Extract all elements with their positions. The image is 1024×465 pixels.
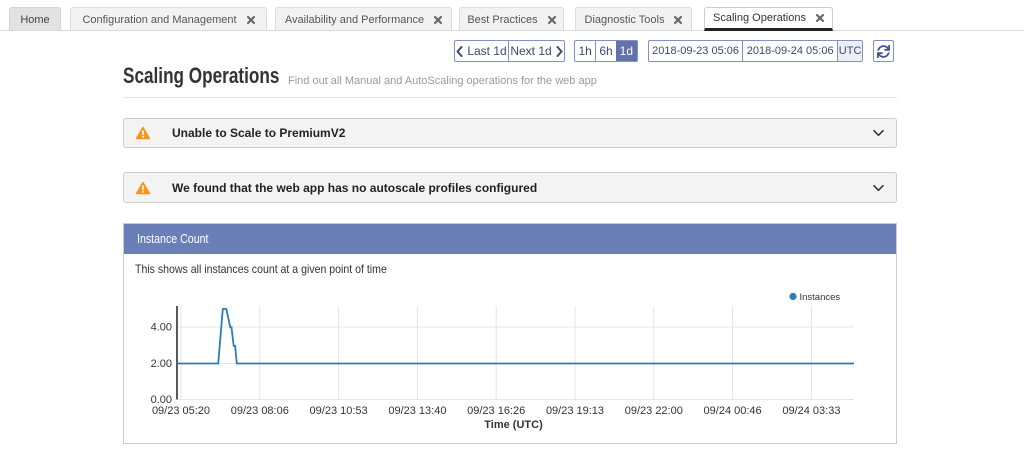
svg-text:Time (UTC): Time (UTC) [484,419,543,431]
svg-text:09/23 08:06: 09/23 08:06 [231,405,289,417]
svg-text:09/23 13:40: 09/23 13:40 [388,405,446,417]
svg-text:09/23 19:13: 09/23 19:13 [546,405,604,417]
svg-text:Instances: Instances [800,292,841,303]
svg-text:2.00: 2.00 [151,358,172,370]
svg-text:09/23 16:26: 09/23 16:26 [467,405,525,417]
svg-text:09/23 10:53: 09/23 10:53 [310,405,368,417]
svg-text:0.00: 0.00 [151,394,172,406]
svg-text:09/24 00:46: 09/24 00:46 [704,405,762,417]
svg-text:09/24 03:33: 09/24 03:33 [782,405,840,417]
svg-text:09/23 05:20: 09/23 05:20 [152,405,210,417]
svg-text:09/23 22:00: 09/23 22:00 [625,405,683,417]
svg-text:4.00: 4.00 [151,322,172,334]
